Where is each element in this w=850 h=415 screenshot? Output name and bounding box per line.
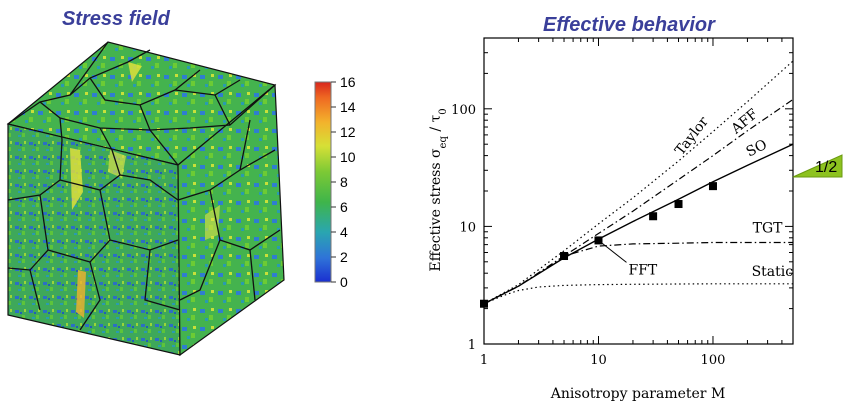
taylor-label: Taylor — [672, 114, 712, 159]
colorbar-tick-label: 2 — [340, 249, 348, 265]
x-axis-label: Anisotropy parameter M — [550, 386, 726, 402]
colorbar-tick-label: 6 — [340, 199, 348, 215]
colorbar-tick-label: 8 — [340, 174, 348, 190]
cube-hotspot — [128, 62, 142, 82]
fft-marker — [649, 212, 658, 221]
colorbar-tick-label: 14 — [340, 99, 356, 115]
fft-marker — [708, 182, 717, 191]
plot-frame — [483, 37, 794, 345]
slope-triangle — [792, 154, 843, 178]
aff-label: AFF — [728, 106, 762, 138]
so-curve — [483, 143, 794, 305]
cube-hotspot — [76, 270, 86, 318]
colorbar-tick-label: 10 — [340, 149, 356, 165]
grain-boundaries — [7, 41, 281, 331]
tgt-label: TGT — [753, 220, 784, 236]
cube-hotspot — [205, 205, 220, 240]
colorbar-tick-label: 4 — [340, 224, 348, 240]
colorbar: 16 14 12 10 8 6 4 2 0 — [314, 74, 356, 290]
cube-right-face — [177, 83, 285, 357]
stress-field-title: Stress field — [62, 8, 170, 30]
effective-behavior-title: Effective behavior — [543, 14, 715, 36]
cube-hotspot — [70, 148, 83, 210]
fft-marker — [560, 252, 569, 261]
x-tick-label: 10 — [590, 353, 607, 368]
x-tick-label: 100 — [701, 353, 726, 368]
y-tick-label: 100 — [451, 103, 476, 118]
colorbar-tick-label: 0 — [340, 274, 348, 290]
aff-curve — [483, 99, 794, 305]
fft-marker — [480, 299, 488, 308]
stress-field-cube — [6, 41, 285, 357]
fft-marker — [674, 200, 683, 209]
slope-label: 1/2 — [815, 159, 837, 176]
fft-label-leader — [598, 240, 627, 263]
y-axis-label: Effective stress σeq / τ0 — [428, 108, 449, 271]
tgt-curve — [483, 241, 793, 305]
x-tick-label: 1 — [480, 353, 488, 368]
colorbar-tick-label: 16 — [340, 74, 356, 90]
colorbar-tick-label: 12 — [340, 124, 356, 140]
static-label: Static — [752, 264, 794, 280]
fft-label: FFT — [628, 262, 657, 278]
y-tick-label: 10 — [459, 220, 476, 235]
static-curve — [483, 283, 793, 305]
y-tick-label: 1 — [468, 338, 476, 353]
